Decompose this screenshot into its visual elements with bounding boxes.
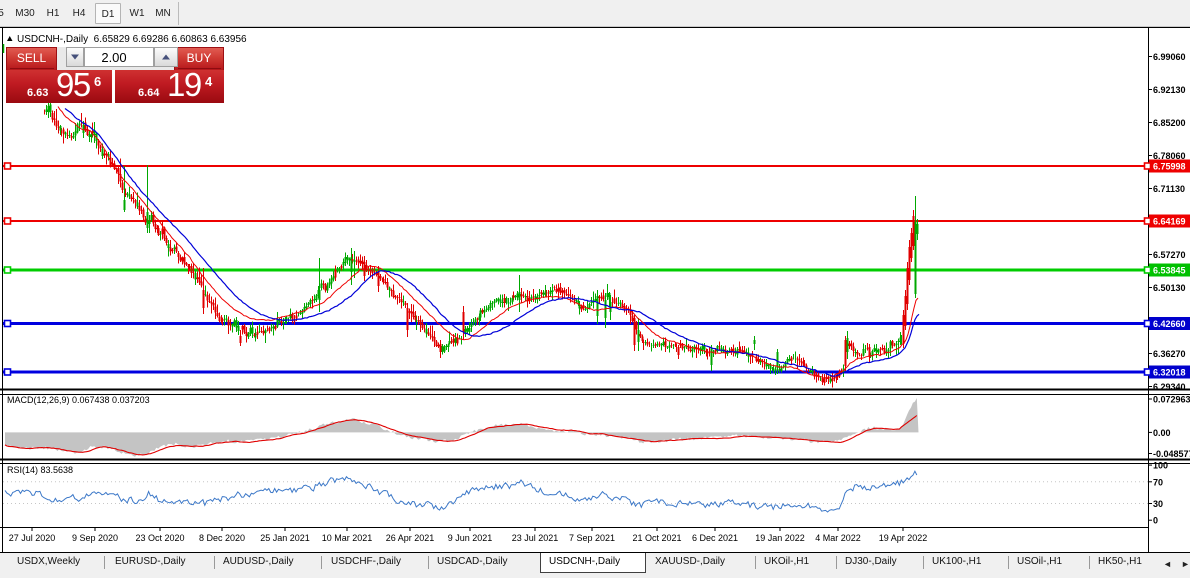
svg-text:8 Dec 2020: 8 Dec 2020 (199, 533, 245, 543)
svg-text:0.072963: 0.072963 (1153, 395, 1190, 405)
svg-text:6 Dec 2021: 6 Dec 2021 (692, 533, 738, 543)
svg-text:6.29340: 6.29340 (1153, 382, 1186, 392)
svg-text:70: 70 (1153, 477, 1163, 487)
svg-text:6.53845: 6.53845 (1153, 266, 1186, 276)
svg-text:19 Apr 2022: 19 Apr 2022 (879, 533, 928, 543)
svg-text:6.92130: 6.92130 (1153, 85, 1186, 95)
svg-text:0: 0 (1153, 516, 1158, 526)
svg-text:100: 100 (1153, 461, 1168, 471)
svg-text:USDCNH-,Daily 6.65829 6.69286: USDCNH-,Daily 6.65829 6.69286 6.60863 6.… (17, 34, 247, 45)
svg-text:6.50130: 6.50130 (1153, 283, 1186, 293)
svg-text:6.57270: 6.57270 (1153, 250, 1186, 260)
svg-text:MACD(12,26,9) 0.067438 0.03720: MACD(12,26,9) 0.067438 0.037203 (7, 395, 150, 405)
svg-text:10 Mar 2021: 10 Mar 2021 (322, 533, 373, 543)
svg-text:0.00: 0.00 (1153, 428, 1171, 438)
svg-text:23 Oct 2020: 23 Oct 2020 (135, 533, 184, 543)
svg-text:6.78060: 6.78060 (1153, 151, 1186, 161)
svg-text:21 Oct 2021: 21 Oct 2021 (632, 533, 681, 543)
svg-text:19 Jan 2022: 19 Jan 2022 (755, 533, 805, 543)
svg-text:26 Apr 2021: 26 Apr 2021 (386, 533, 435, 543)
svg-text:6.85200: 6.85200 (1153, 118, 1186, 128)
svg-text:RSI(14) 83.5638: RSI(14) 83.5638 (7, 465, 73, 475)
svg-text:9 Sep 2020: 9 Sep 2020 (72, 533, 118, 543)
svg-text:6.42660: 6.42660 (1153, 319, 1186, 329)
svg-text:25 Jan 2021: 25 Jan 2021 (260, 533, 310, 543)
svg-text:6.36270: 6.36270 (1153, 349, 1186, 359)
svg-text:6.64169: 6.64169 (1153, 217, 1186, 227)
svg-text:27 Jul 2020: 27 Jul 2020 (9, 533, 56, 543)
svg-text:9 Jun 2021: 9 Jun 2021 (448, 533, 493, 543)
svg-text:30: 30 (1153, 499, 1163, 509)
svg-text:-0.048577: -0.048577 (1153, 449, 1190, 459)
svg-text:7 Sep 2021: 7 Sep 2021 (569, 533, 615, 543)
svg-text:6.99060: 6.99060 (1153, 52, 1186, 62)
svg-text:23 Jul 2021: 23 Jul 2021 (512, 533, 559, 543)
svg-text:4 Mar 2022: 4 Mar 2022 (815, 533, 861, 543)
svg-text:6.32018: 6.32018 (1153, 368, 1186, 378)
svg-text:6.71130: 6.71130 (1153, 184, 1185, 194)
svg-text:6.75998: 6.75998 (1153, 162, 1186, 172)
